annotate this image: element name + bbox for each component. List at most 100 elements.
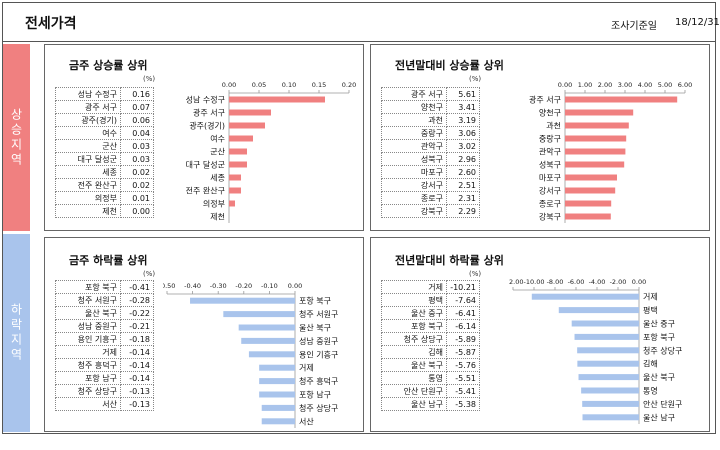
table-row: 청주 서원구 -0.28: [55, 293, 154, 307]
bar: [259, 391, 295, 398]
table-row: 제천 0.00: [55, 204, 154, 218]
category-label: 용인 기흥구: [299, 349, 338, 359]
rate-value: -5.76: [446, 358, 480, 372]
table-row: 광주 서구 0.07: [55, 100, 154, 114]
rate-value: -5.51: [446, 371, 480, 385]
table-row: 강북구 2.29: [381, 204, 480, 218]
category-label: 청주 상당구: [643, 345, 682, 355]
category-label: 양천구: [539, 108, 561, 118]
rate-value: -0.14: [120, 358, 154, 372]
x-tick-label: -4.00: [589, 278, 606, 286]
panel-title: 금주 상승률 상위: [69, 59, 148, 72]
category-label: 평택: [643, 305, 658, 315]
table-row: 서산 -0.13: [55, 397, 154, 411]
category-label: 여수: [210, 134, 225, 144]
bar: [571, 320, 639, 327]
page-title: 전세가격: [25, 16, 77, 32]
bar: [565, 135, 627, 142]
bar: [558, 307, 639, 314]
rate-value: 3.41: [446, 100, 480, 114]
bar: [229, 174, 241, 181]
bar: [190, 297, 295, 304]
category-label: 관악구: [539, 147, 561, 157]
x-tick-label: 6.00: [678, 81, 692, 89]
table-row: 김해 -5.87: [381, 345, 480, 359]
category-label: 광주(경기): [189, 121, 225, 131]
x-tick-label: 4.00: [638, 81, 652, 89]
rate-value: 0.00: [120, 204, 154, 218]
rate-value: -5.38: [446, 397, 480, 411]
x-tick-label: 2.00: [598, 81, 612, 89]
rate-value: 3.19: [446, 113, 480, 127]
rate-value: -10.21: [446, 280, 480, 294]
region-name: 울산 북구: [55, 306, 121, 320]
category-label: 강서구: [539, 186, 561, 196]
region-name: 성남 중원구: [55, 319, 121, 333]
region-name: 의정부: [55, 191, 121, 205]
table-row: 평택 -7.64: [381, 293, 480, 307]
region-name: 포항 북구: [55, 280, 121, 294]
bar: [223, 311, 295, 318]
rate-value: -0.41: [120, 280, 154, 294]
x-tick-label: 1.00: [578, 81, 592, 89]
side-label-up: 상승지역: [3, 44, 30, 231]
rate-value: -6.41: [446, 306, 480, 320]
category-label: 포항 남구: [299, 391, 331, 400]
category-label: 거제: [299, 364, 314, 373]
rate-value: 0.03: [120, 139, 154, 153]
category-label: 강북구: [539, 212, 561, 222]
table-row: 관악구 3.02: [381, 139, 480, 153]
region-name: 강북구: [381, 204, 447, 218]
region-name: 광주 서구: [381, 87, 447, 101]
table-row: 중랑구 3.06: [381, 126, 480, 140]
x-tick-label: 0.10: [282, 81, 296, 89]
x-tick-label: -8.00: [547, 278, 564, 286]
region-name: 청주 흥덕구: [55, 358, 121, 372]
rate-value: -0.28: [120, 293, 154, 307]
rate-value: -0.21: [120, 319, 154, 333]
table-row: 청주 상당구 -0.13: [55, 384, 154, 398]
unit-label: (%): [469, 75, 482, 83]
category-label: 청주 상당구: [299, 403, 338, 413]
table-row: 울산 중구 -6.41: [381, 306, 480, 320]
region-name: 청주 상당구: [381, 332, 447, 346]
table-row: 성북구 2.96: [381, 152, 480, 166]
bar: [531, 293, 639, 300]
x-tick-label: -0.20: [235, 282, 252, 290]
data-table: 광주 서구 5.61 양천구 3.41 과천 3.19 중랑구 3.06 관악구 3.02 성북구 2…: [381, 87, 480, 218]
x-tick-label: -0.40: [184, 282, 201, 290]
region-name: 성남 수정구: [55, 87, 121, 101]
bar: [229, 122, 265, 129]
bar: [229, 187, 241, 194]
region-name: 대구 달성군: [55, 152, 121, 166]
region-name: 김해: [381, 345, 447, 359]
table-row: 포항 남구 -0.14: [55, 371, 154, 385]
rate-value: -5.41: [446, 384, 480, 398]
panel-weekly-rise: 금주 상승률 상위 (%) 성남 수정구 0.16 광주 서구 0.07 광주(경기) 0…: [44, 44, 364, 231]
bar: [565, 122, 629, 129]
rate-value: 0.01: [120, 191, 154, 205]
table-row: 세종 0.02: [55, 165, 154, 179]
rate-value: 3.06: [446, 126, 480, 140]
bar: [565, 174, 617, 181]
rate-value: 0.03: [120, 152, 154, 166]
category-label: 김해: [643, 359, 658, 369]
bar: [248, 351, 295, 358]
region-name: 양천구: [381, 100, 447, 114]
rate-value: 0.04: [120, 126, 154, 140]
rate-value: -0.18: [120, 332, 154, 346]
category-label: 종로구: [539, 200, 561, 209]
category-label: 성남 수정구: [186, 95, 225, 105]
category-label: 통영: [643, 386, 658, 396]
category-label: 성남 중원구: [299, 337, 338, 346]
table-row: 양천구 3.41: [381, 100, 480, 114]
region-name: 강서구: [381, 178, 447, 192]
category-label: 광주 서구: [529, 95, 561, 105]
category-label: 전주 완산구: [186, 186, 225, 196]
unit-label: (%): [143, 75, 156, 83]
table-row: 울산 북구 -0.22: [55, 306, 154, 320]
table-row: 광주 서구 5.61: [381, 87, 480, 101]
category-label: 청주 흥덕구: [299, 376, 338, 386]
category-label: 마포구: [539, 174, 561, 183]
